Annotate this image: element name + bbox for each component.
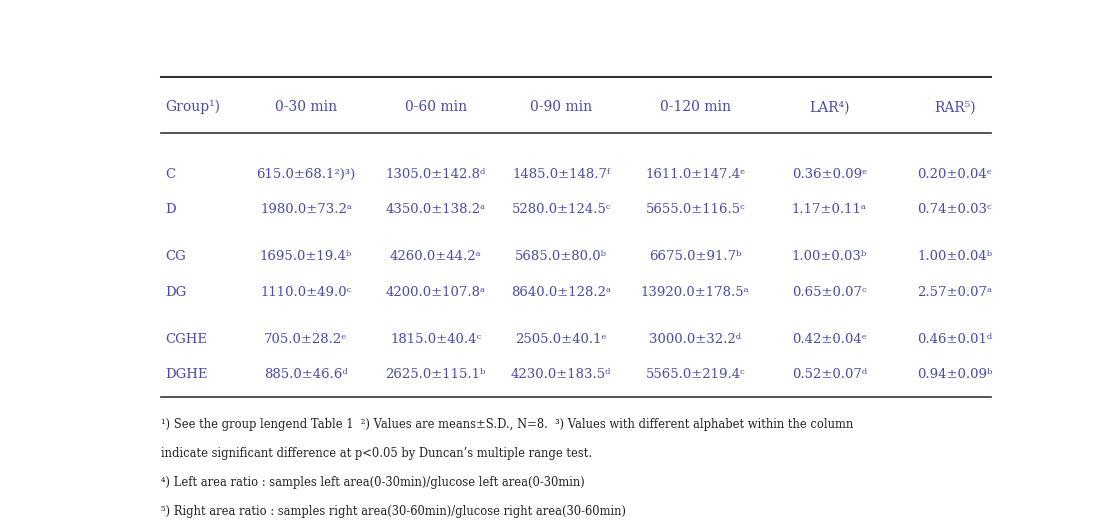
Text: 0.65±0.07ᶜ: 0.65±0.07ᶜ <box>792 286 866 299</box>
Text: 1485.0±148.7ᶠ: 1485.0±148.7ᶠ <box>512 168 610 181</box>
Text: 2625.0±115.1ᵇ: 2625.0±115.1ᵇ <box>385 368 485 381</box>
Text: CG: CG <box>165 250 186 264</box>
Text: 1980.0±73.2ᵃ: 1980.0±73.2ᵃ <box>260 203 352 216</box>
Text: 0.74±0.03ᶜ: 0.74±0.03ᶜ <box>917 203 992 216</box>
Text: DG: DG <box>165 286 186 299</box>
Text: 1.00±0.04ᵇ: 1.00±0.04ᵇ <box>917 250 992 264</box>
Text: C: C <box>165 168 175 181</box>
Text: 1695.0±19.4ᵇ: 1695.0±19.4ᵇ <box>260 250 353 264</box>
Text: DGHE: DGHE <box>165 368 208 381</box>
Text: 1815.0±40.4ᶜ: 1815.0±40.4ᶜ <box>391 333 481 346</box>
Text: 705.0±28.2ᵉ: 705.0±28.2ᵉ <box>264 333 348 346</box>
Text: 0.46±0.01ᵈ: 0.46±0.01ᵈ <box>917 333 992 346</box>
Text: 2505.0±40.1ᵉ: 2505.0±40.1ᵉ <box>516 333 607 346</box>
Text: 4200.0±107.8ᵃ: 4200.0±107.8ᵃ <box>386 286 485 299</box>
Text: 5655.0±116.5ᶜ: 5655.0±116.5ᶜ <box>645 203 745 216</box>
Text: 0.42±0.04ᵉ: 0.42±0.04ᵉ <box>792 333 867 346</box>
Text: ⁵) Right area ratio : samples right area(30-60min)/glucose right area(30-60min): ⁵) Right area ratio : samples right area… <box>161 506 626 518</box>
Text: 1.17±0.11ᵃ: 1.17±0.11ᵃ <box>792 203 867 216</box>
Text: CGHE: CGHE <box>165 333 208 346</box>
Text: 0.36±0.09ᵉ: 0.36±0.09ᵉ <box>791 168 867 181</box>
Text: 13920.0±178.5ᵃ: 13920.0±178.5ᵃ <box>641 286 750 299</box>
Text: 4350.0±138.2ᵃ: 4350.0±138.2ᵃ <box>386 203 485 216</box>
Text: ⁴) Left area ratio : samples left area(0-30min)/glucose left area(0-30min): ⁴) Left area ratio : samples left area(0… <box>161 476 585 489</box>
Text: RAR⁵): RAR⁵) <box>934 100 975 114</box>
Text: 1110.0±49.0ᶜ: 1110.0±49.0ᶜ <box>260 286 352 299</box>
Text: 5685.0±80.0ᵇ: 5685.0±80.0ᵇ <box>516 250 607 264</box>
Text: 2.57±0.07ᵃ: 2.57±0.07ᵃ <box>917 286 992 299</box>
Text: 5280.0±124.5ᶜ: 5280.0±124.5ᶜ <box>511 203 610 216</box>
Text: LAR⁴): LAR⁴) <box>809 100 849 114</box>
Text: 8640.0±128.2ᵃ: 8640.0±128.2ᵃ <box>511 286 612 299</box>
Text: 1611.0±147.4ᵉ: 1611.0±147.4ᵉ <box>645 168 745 181</box>
Text: 6675.0±91.7ᵇ: 6675.0±91.7ᵇ <box>648 250 741 264</box>
Text: 4230.0±183.5ᵈ: 4230.0±183.5ᵈ <box>511 368 612 381</box>
Text: 0.94±0.09ᵇ: 0.94±0.09ᵇ <box>917 368 992 381</box>
Text: D: D <box>165 203 176 216</box>
Text: Group¹): Group¹) <box>165 100 221 114</box>
Text: 0.20±0.04ᵉ: 0.20±0.04ᵉ <box>917 168 992 181</box>
Text: ¹) See the group lengend Table 1  ²) Values are means±S.D., N=8.  ³) Values with: ¹) See the group lengend Table 1 ²) Valu… <box>161 418 854 431</box>
Text: 0-60 min: 0-60 min <box>405 100 466 114</box>
Text: 4260.0±44.2ᵃ: 4260.0±44.2ᵃ <box>389 250 481 264</box>
Text: 3000.0±32.2ᵈ: 3000.0±32.2ᵈ <box>650 333 741 346</box>
Text: 1305.0±142.8ᵈ: 1305.0±142.8ᵈ <box>386 168 485 181</box>
Text: 0-90 min: 0-90 min <box>530 100 593 114</box>
Text: 5565.0±219.4ᶜ: 5565.0±219.4ᶜ <box>645 368 745 381</box>
Text: 885.0±46.6ᵈ: 885.0±46.6ᵈ <box>264 368 348 381</box>
Text: 615.0±68.1²)³): 615.0±68.1²)³) <box>257 168 356 181</box>
Text: 0.52±0.07ᵈ: 0.52±0.07ᵈ <box>791 368 867 381</box>
Text: 1.00±0.03ᵇ: 1.00±0.03ᵇ <box>791 250 867 264</box>
Text: 0-120 min: 0-120 min <box>660 100 731 114</box>
Text: indicate significant difference at p<0.05 by Duncan’s multiple range test.: indicate significant difference at p<0.0… <box>161 447 593 461</box>
Text: 0-30 min: 0-30 min <box>275 100 337 114</box>
